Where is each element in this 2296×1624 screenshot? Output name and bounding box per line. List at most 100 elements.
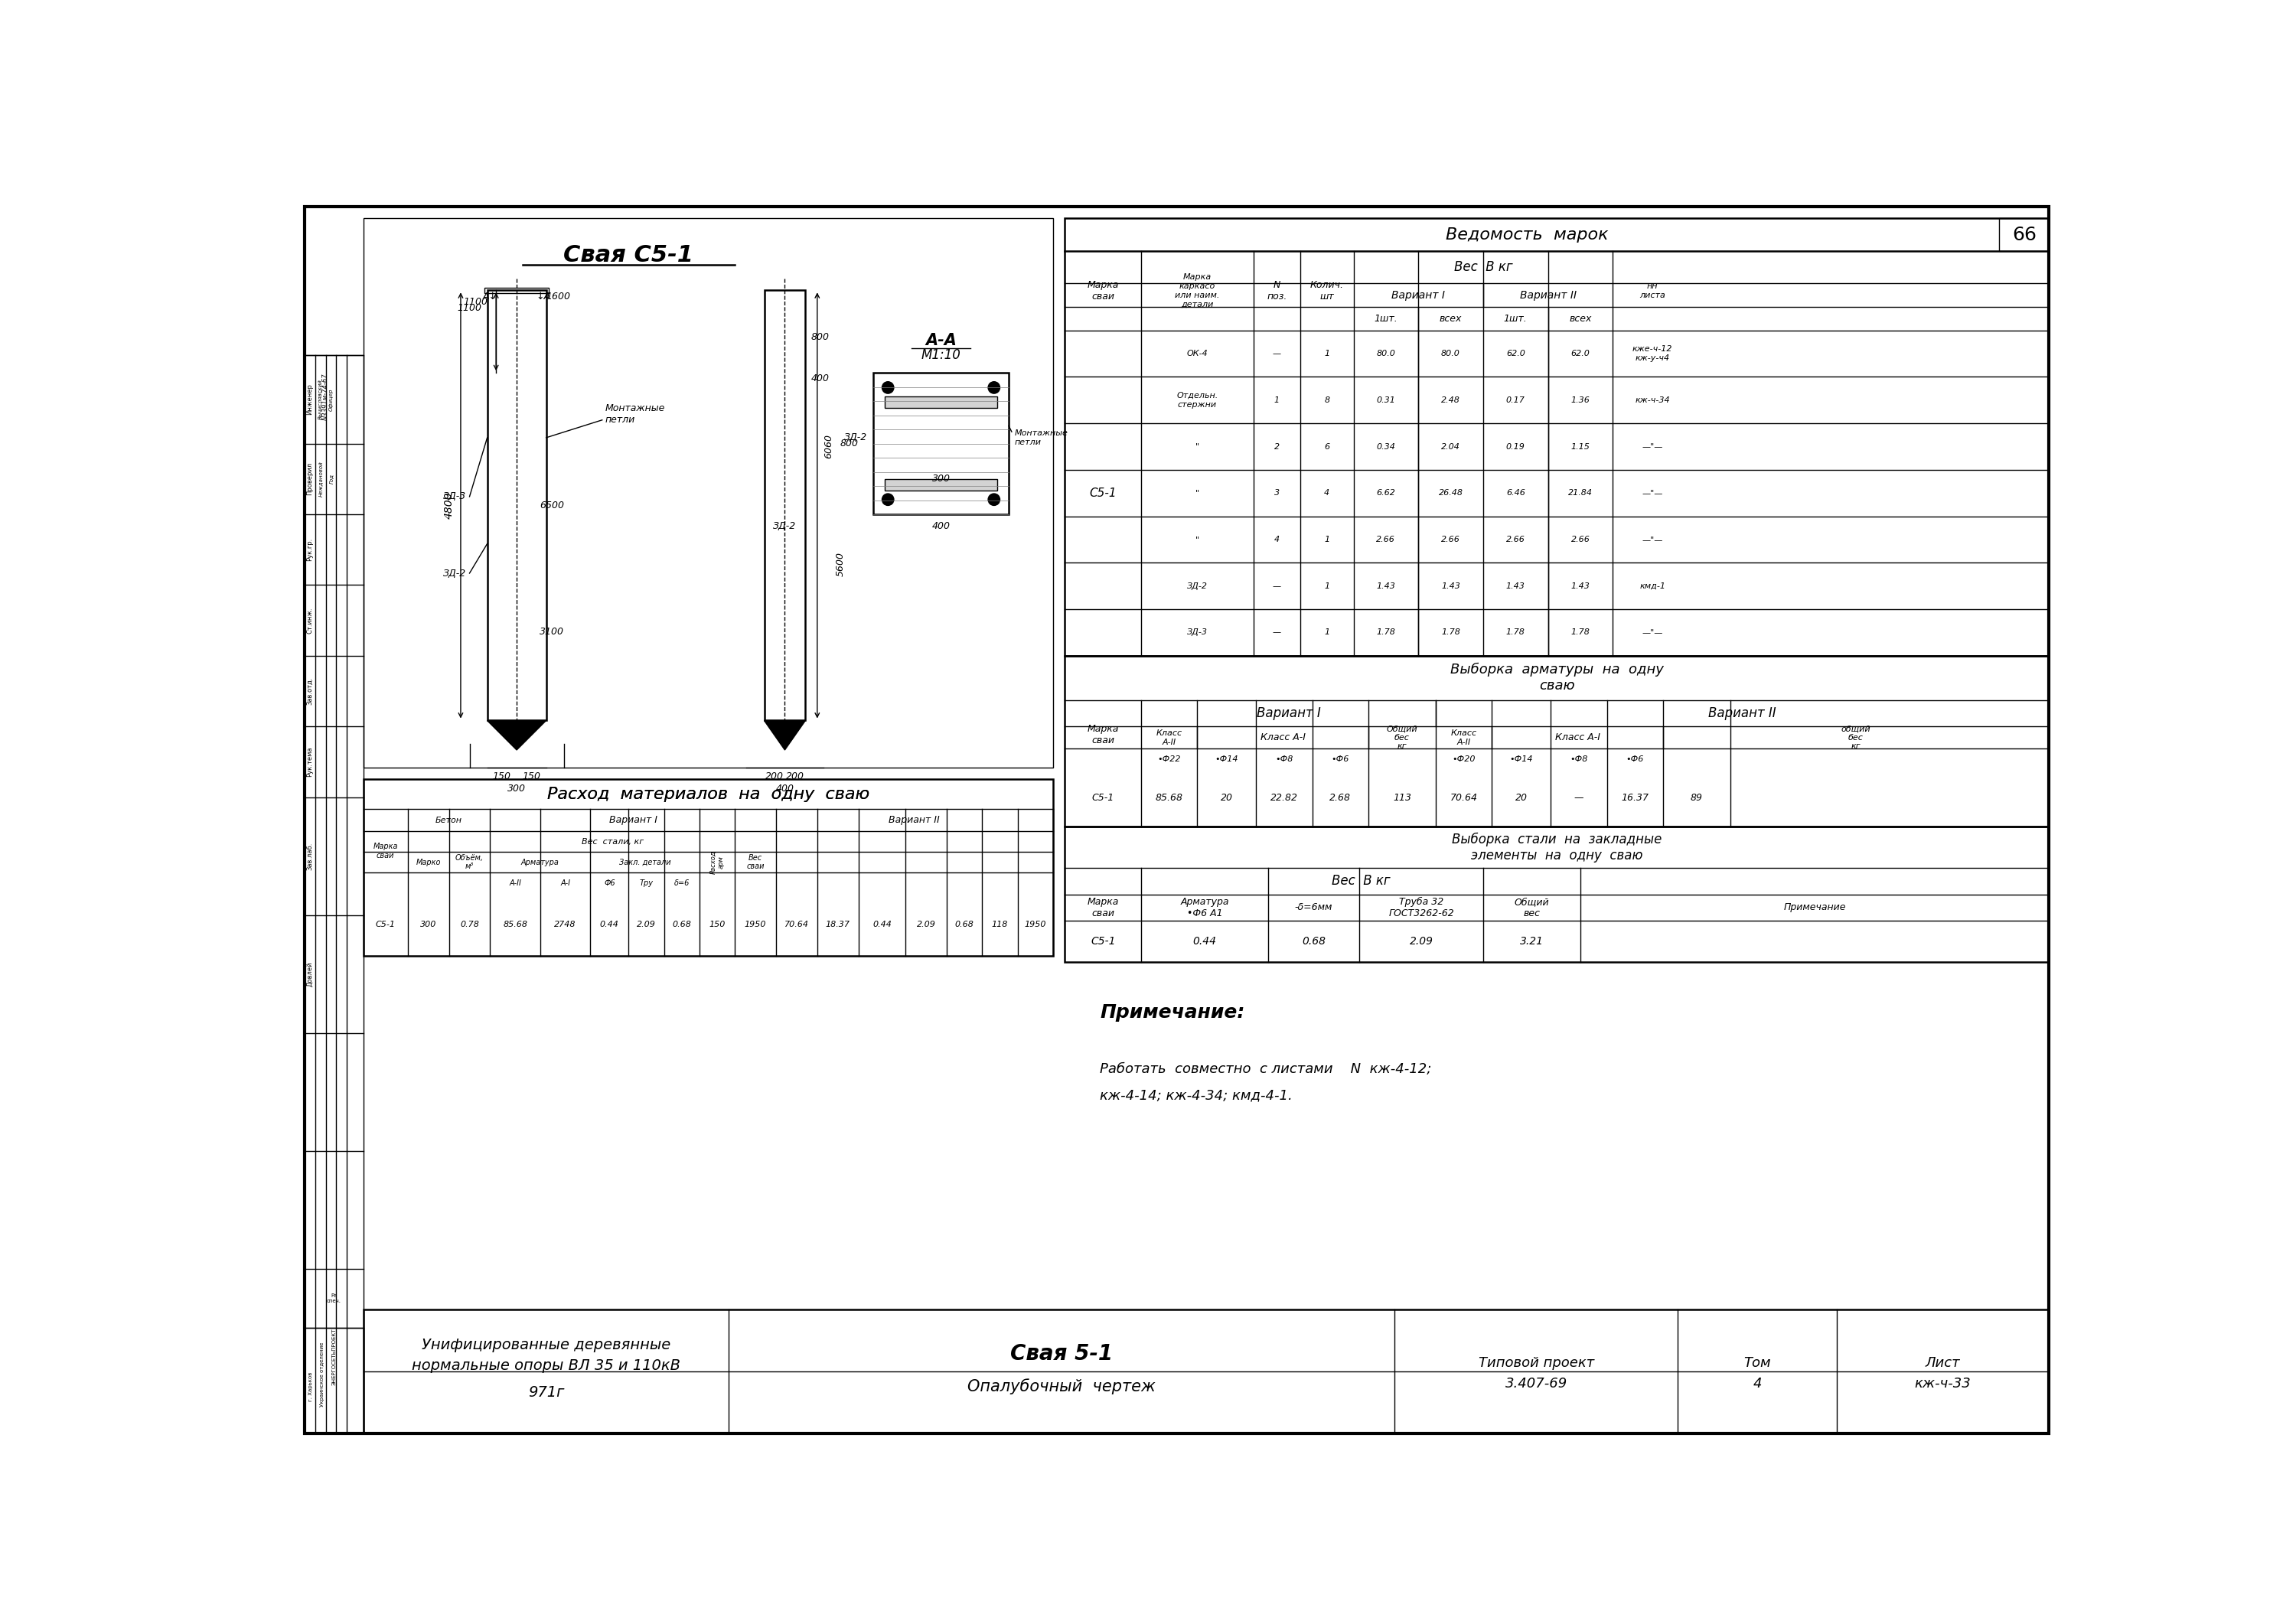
Text: 3: 3 [1274, 489, 1279, 497]
Text: Расход  материалов  на  одну  сваю: Расход материалов на одну сваю [546, 786, 870, 802]
Text: Закл. детали: Закл. детали [620, 859, 670, 866]
Text: δ=6: δ=6 [675, 879, 689, 887]
Text: Класс
А-II: Класс А-II [1157, 729, 1182, 745]
Text: Расход
арм: Расход арм [709, 851, 726, 874]
Text: —: — [1272, 581, 1281, 590]
Text: Марка
сваи: Марка сваи [1088, 896, 1118, 918]
Text: 2.09: 2.09 [916, 921, 937, 929]
Text: М1:10: М1:10 [921, 348, 960, 362]
Polygon shape [765, 721, 806, 750]
Text: Ведомость  марок: Ведомость марок [1446, 227, 1609, 242]
Text: кж-ч-34: кж-ч-34 [1635, 396, 1669, 404]
Text: 118: 118 [992, 921, 1008, 929]
Text: ": " [1196, 536, 1199, 544]
Circle shape [987, 494, 1001, 505]
Text: нн
листа: нн листа [1639, 283, 1665, 299]
Text: 0.44: 0.44 [599, 921, 620, 929]
Text: —: — [1272, 349, 1281, 357]
Text: 0.68: 0.68 [673, 921, 691, 929]
Text: ": " [1196, 489, 1199, 497]
Text: 22.82: 22.82 [1270, 793, 1297, 802]
Text: 1шт.: 1шт. [1373, 313, 1398, 323]
Text: 4: 4 [1325, 489, 1329, 497]
Text: 1шт.: 1шт. [1504, 313, 1527, 323]
Text: Вычислявский: Вычислявский [319, 378, 324, 419]
Text: ": " [1196, 443, 1199, 450]
Bar [305, 1327, 363, 1434]
Text: 0.31: 0.31 [1375, 396, 1396, 404]
Text: Год: Год [328, 474, 333, 484]
Text: 400: 400 [932, 521, 951, 531]
Text: 1.78: 1.78 [1506, 628, 1525, 637]
Text: Общий
бес
кг: Общий бес кг [1387, 724, 1417, 750]
Text: Класс А-I: Класс А-I [1554, 732, 1600, 742]
Text: •Ф22: •Ф22 [1157, 755, 1180, 763]
Text: 8: 8 [1325, 396, 1329, 404]
Circle shape [882, 494, 893, 505]
Text: 89: 89 [1690, 793, 1704, 802]
Text: •Ф20: •Ф20 [1453, 755, 1476, 763]
Text: Труба 32
ГОСТ3262-62: Труба 32 ГОСТ3262-62 [1389, 896, 1453, 919]
Text: 2.66: 2.66 [1506, 536, 1525, 544]
Text: Лист: Лист [1926, 1356, 1961, 1369]
Text: Расход  материалов  на  одну  сваю: Расход материалов на одну сваю [546, 786, 870, 802]
Text: ЗД-2: ЗД-2 [774, 521, 797, 531]
Text: -δ=6мм: -δ=6мм [1295, 903, 1332, 913]
Text: кж-ч-33: кж-ч-33 [1915, 1377, 1970, 1390]
Text: С5-1: С5-1 [1093, 793, 1114, 802]
Text: 62.0: 62.0 [1570, 349, 1589, 357]
Text: Вариант I: Вариант I [1391, 289, 1444, 300]
Text: 400: 400 [810, 374, 829, 383]
Text: 4: 4 [1752, 1377, 1761, 1390]
Text: 2.66: 2.66 [1442, 536, 1460, 544]
Text: —"—: —"— [1642, 443, 1662, 450]
Text: Неждановой: Неждановой [319, 461, 324, 497]
Text: 200: 200 [785, 771, 804, 781]
Text: 20: 20 [1221, 793, 1233, 802]
Text: 21.84: 21.84 [1568, 489, 1593, 497]
Text: кмд-1: кмд-1 [1639, 581, 1665, 590]
Text: 1.43: 1.43 [1506, 581, 1525, 590]
Text: ОК-4: ОК-4 [1187, 349, 1208, 357]
Text: всех: всех [1440, 313, 1463, 323]
Text: Общий
вес: Общий вес [1515, 896, 1550, 918]
Text: Монтажные
петли: Монтажные петли [606, 403, 666, 425]
Text: А-I: А-I [560, 879, 569, 887]
Text: Вариант I: Вариант I [1256, 706, 1320, 719]
Text: 5600: 5600 [836, 552, 845, 577]
Text: кже-ч-12
кж-у-ч4: кже-ч-12 кж-у-ч4 [1632, 346, 1674, 362]
Text: Класс А-I: Класс А-I [1261, 732, 1306, 742]
Text: Марка
сваи: Марка сваи [374, 843, 397, 859]
Text: 0.44: 0.44 [872, 921, 891, 929]
Text: N
поз.: N поз. [1267, 279, 1288, 302]
Text: Рук.гр.: Рук.гр. [305, 538, 312, 562]
Text: Рук.тема: Рук.тема [305, 747, 312, 776]
Text: Опалубочный  чертеж: Опалубочный чертеж [967, 1379, 1155, 1395]
Text: 4800: 4800 [443, 492, 455, 520]
Text: ЗД-3: ЗД-3 [1187, 628, 1208, 637]
Text: N3391м-74-67: N3391м-74-67 [321, 374, 328, 421]
Text: 1.78: 1.78 [1375, 628, 1396, 637]
Bar [363, 780, 1054, 957]
Text: С5-1: С5-1 [377, 921, 395, 929]
Bar [363, 219, 1054, 768]
Text: —"—: —"— [1642, 536, 1662, 544]
Text: 2.09: 2.09 [1410, 935, 1433, 947]
Text: А-А: А-А [925, 333, 957, 348]
Text: 1: 1 [1274, 396, 1279, 404]
Text: Работать  совместно  с листами    N  кж-4-12;: Работать совместно с листами N кж-4-12; [1100, 1062, 1433, 1077]
Text: ↓А: ↓А [535, 291, 551, 300]
Text: 6060: 6060 [824, 434, 833, 458]
Text: 2.09: 2.09 [636, 921, 657, 929]
Text: Инженер: Инженер [305, 383, 312, 416]
Text: Ра
спеч.: Ра спеч. [326, 1293, 342, 1302]
Text: 2.04: 2.04 [1442, 443, 1460, 450]
Text: ЗД-2: ЗД-2 [845, 432, 868, 443]
Text: 800: 800 [810, 333, 829, 343]
Text: 1.78: 1.78 [1570, 628, 1589, 637]
Text: Марко: Марко [416, 859, 441, 866]
Text: 1: 1 [1325, 628, 1329, 637]
Text: 150: 150 [709, 921, 726, 929]
Text: 0.68: 0.68 [955, 921, 974, 929]
Text: Свая С5-1: Свая С5-1 [563, 244, 693, 266]
